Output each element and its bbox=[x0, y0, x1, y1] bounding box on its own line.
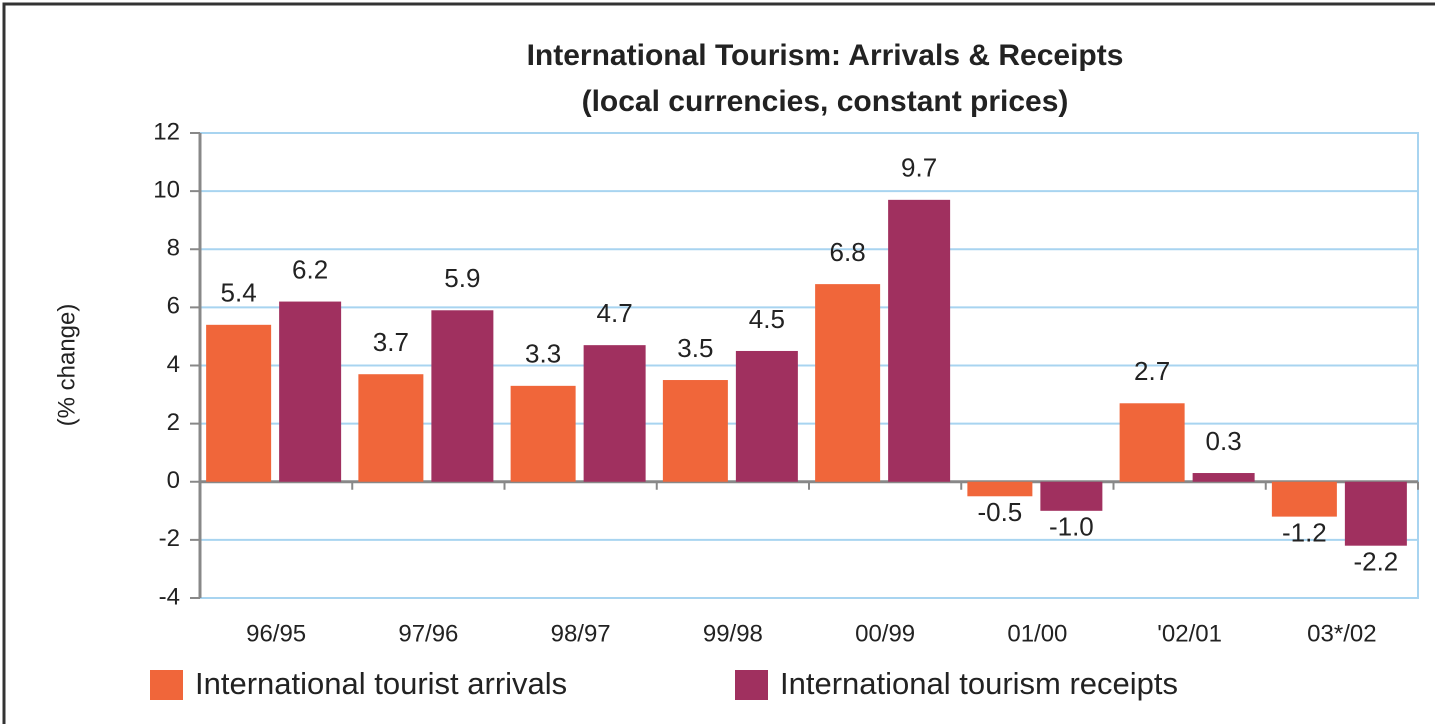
y-tick-label: 10 bbox=[153, 176, 180, 203]
x-tick-label: 03*/02 bbox=[1307, 620, 1376, 647]
value-label: 6.8 bbox=[830, 237, 866, 267]
bar bbox=[662, 380, 728, 482]
y-axis-label: (% change) bbox=[53, 304, 80, 427]
bar bbox=[1119, 403, 1185, 482]
y-tick-label: 12 bbox=[153, 118, 180, 145]
value-label: 3.7 bbox=[373, 327, 409, 357]
y-tick-label: 2 bbox=[167, 409, 180, 436]
value-label: 5.9 bbox=[444, 263, 480, 293]
x-tick-label: 99/98 bbox=[703, 620, 763, 647]
bar bbox=[735, 350, 798, 482]
y-tick-label: 4 bbox=[167, 351, 180, 378]
value-label: 4.7 bbox=[597, 298, 633, 328]
y-tick-label: 0 bbox=[167, 467, 180, 494]
bar bbox=[1192, 473, 1255, 482]
bar bbox=[1344, 481, 1407, 546]
legend-swatch bbox=[735, 670, 768, 700]
bar bbox=[583, 345, 646, 482]
x-tick-label: 00/99 bbox=[855, 620, 915, 647]
value-label: -2.2 bbox=[1353, 547, 1398, 577]
value-label: 4.5 bbox=[749, 304, 785, 334]
bar bbox=[510, 385, 576, 482]
value-label: 0.3 bbox=[1206, 426, 1242, 456]
value-label: -1.0 bbox=[1049, 512, 1094, 542]
bar bbox=[888, 199, 951, 482]
chart-subtitle: (local currencies, constant prices) bbox=[582, 85, 1069, 118]
legend-label: International tourism receipts bbox=[780, 666, 1178, 701]
x-tick-label: 96/95 bbox=[246, 620, 306, 647]
x-tick-label: '02/01 bbox=[1157, 620, 1222, 647]
bar bbox=[815, 284, 881, 482]
y-tick-label: 6 bbox=[167, 293, 180, 320]
bar bbox=[358, 374, 424, 482]
bar bbox=[967, 481, 1033, 497]
y-tick-label: 8 bbox=[167, 235, 180, 262]
y-tick-label: -4 bbox=[159, 583, 180, 610]
legend-label: International tourist arrivals bbox=[195, 666, 567, 701]
legend-swatch bbox=[150, 670, 183, 700]
value-label: -1.2 bbox=[1282, 518, 1327, 548]
bar bbox=[431, 310, 494, 482]
bar bbox=[1271, 481, 1337, 517]
value-label: 3.3 bbox=[525, 339, 561, 369]
bar bbox=[1040, 481, 1103, 511]
bar bbox=[279, 301, 342, 482]
y-tick-label: -2 bbox=[159, 525, 180, 552]
chart-title: International Tourism: Arrivals & Receip… bbox=[527, 39, 1124, 72]
x-tick-label: 01/00 bbox=[1007, 620, 1067, 647]
x-tick-label: 97/96 bbox=[398, 620, 458, 647]
value-label: 9.7 bbox=[901, 153, 937, 183]
bar bbox=[206, 324, 272, 482]
value-label: 2.7 bbox=[1134, 356, 1170, 386]
x-tick-label: 98/97 bbox=[551, 620, 611, 647]
value-label: 5.4 bbox=[221, 278, 257, 308]
value-label: 6.2 bbox=[292, 254, 328, 284]
value-label: -0.5 bbox=[977, 497, 1022, 527]
value-label: 3.5 bbox=[677, 333, 713, 363]
